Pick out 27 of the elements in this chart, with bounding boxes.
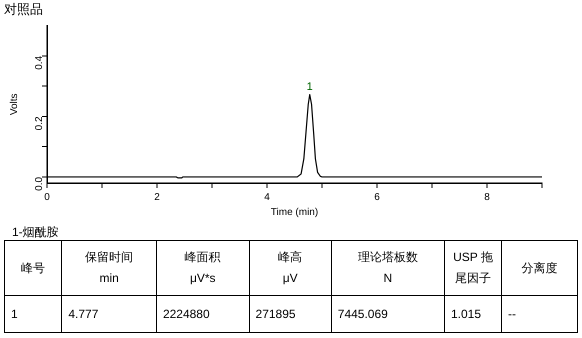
text: -- (501, 296, 578, 332)
x-tick-label: 0 (44, 192, 50, 203)
text: 峰面积 μV*s (156, 240, 250, 296)
y-axis-title: Volts (8, 93, 20, 116)
y-tick-label: 0.0 (34, 176, 45, 191)
y-tick-label: 0.4 (34, 55, 45, 70)
text: 保留时间 min (62, 240, 156, 296)
text: 271895 (249, 296, 332, 332)
x-tick-label: 2 (154, 192, 160, 203)
x-tick-label: 6 (374, 192, 380, 203)
text: 1 (4, 296, 62, 332)
y-tick-label: 0.2 (34, 116, 45, 130)
x-tick-label: 8 (484, 192, 490, 203)
text: 1.015 (444, 296, 502, 332)
x-tick-label: 4 (264, 192, 270, 203)
text: 峰号 (4, 240, 62, 296)
text: USP 拖尾因子 (444, 240, 502, 296)
annotation: 1 (306, 81, 313, 94)
x-axis-title: Time (min) (270, 206, 318, 218)
text: 7445.069 (331, 296, 444, 332)
text: 1-烟酰胺 (12, 224, 59, 241)
text: 理论塔板数 N (331, 240, 444, 296)
text: 2224880 (156, 296, 250, 332)
chart-title: 对照品 (4, 1, 43, 16)
text: 4.777 (62, 296, 156, 332)
text: 峰高 μV (249, 240, 332, 296)
text: 分离度 (501, 240, 578, 296)
